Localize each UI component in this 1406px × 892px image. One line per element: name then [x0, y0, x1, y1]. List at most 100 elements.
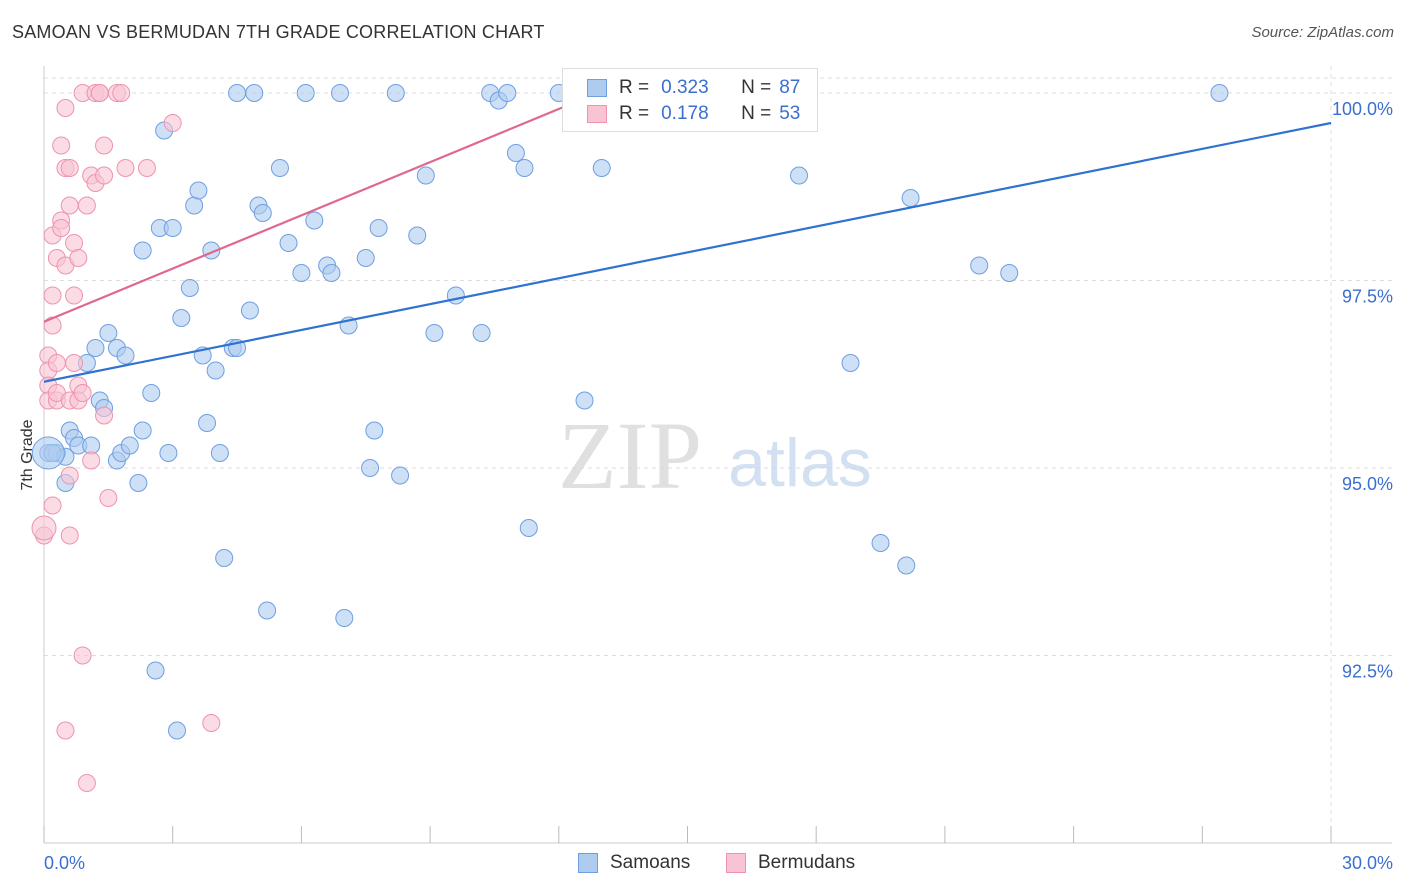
samoan-point	[305, 211, 324, 230]
samoan-trend-line	[43, 121, 1332, 383]
chart-title: SAMOAN VS BERMUDAN 7TH GRADE CORRELATION…	[12, 22, 545, 42]
y-tick-label: 100.0%	[1332, 99, 1393, 119]
samoan-point	[206, 361, 225, 380]
samoan-point	[172, 309, 191, 327]
samoan-point	[365, 421, 384, 440]
samoan-point	[82, 436, 101, 455]
series-legend: Samoans Bermudans	[0, 852, 1406, 876]
legend-swatch-bermudan	[587, 105, 607, 123]
bermudan-point	[77, 774, 96, 792]
bermudan-point	[95, 136, 114, 155]
samoan-point	[296, 84, 315, 102]
samoan-point	[270, 159, 289, 177]
x-tick-label: 0.0%	[44, 853, 85, 873]
bermudan-point	[163, 114, 182, 132]
bermudan-point	[47, 354, 66, 372]
samoan-point	[146, 661, 165, 680]
watermark-atlas: atlas	[728, 425, 872, 501]
bermudan-point	[43, 316, 62, 335]
legend-r-value: 0.178	[661, 103, 709, 124]
samoan-point	[185, 196, 204, 215]
bermudan-point	[137, 159, 156, 177]
samoan-point	[99, 324, 118, 342]
samoan-point	[790, 166, 809, 185]
y-tick-label: 97.5%	[1342, 287, 1393, 307]
legend-swatch-samoans	[578, 853, 598, 873]
bermudan-point	[95, 166, 114, 185]
bermudan-point	[60, 196, 79, 215]
legend-row-samoan: R = 0.323 N = 87	[587, 75, 800, 101]
source-label: Source: ZipAtlas.com	[1251, 24, 1394, 41]
legend-n-label: N =	[741, 77, 772, 98]
samoan-point	[133, 241, 152, 260]
samoan-point	[189, 181, 208, 200]
y-axis-label: 7th Grade	[19, 419, 36, 491]
stats-legend: R = 0.323 N = 87 R = 0.178 N = 53	[562, 68, 818, 132]
samoan-point	[116, 346, 135, 365]
samoan-point	[369, 219, 388, 237]
legend-label-bermudans: Bermudans	[758, 852, 856, 873]
bermudan-point	[65, 286, 84, 305]
bermudan-point	[52, 219, 71, 237]
legend-item-samoans[interactable]: Samoans	[578, 852, 690, 874]
samoan-point	[167, 721, 186, 740]
samoan-point	[163, 219, 182, 237]
gridlines	[44, 66, 1392, 843]
trend-lines	[43, 91, 1332, 383]
legend-r-label: R =	[619, 77, 650, 98]
legend-r-label: R =	[619, 103, 650, 124]
bermudan-point	[60, 466, 79, 485]
x-tick-label: 30.0%	[1342, 853, 1393, 873]
samoan-point	[228, 84, 247, 102]
axes	[43, 66, 1392, 844]
bermudan-point	[90, 84, 109, 102]
samoan-point	[129, 474, 148, 492]
samoan-point	[871, 534, 890, 552]
samoan-point	[180, 279, 199, 297]
samoan-point	[841, 354, 860, 372]
samoan-point	[258, 601, 277, 620]
bermudan-point	[31, 515, 57, 541]
watermark-zip: ZIP	[558, 402, 702, 509]
samoan-point	[446, 286, 465, 305]
bermudan-point	[77, 196, 96, 215]
bermudan-point	[56, 721, 75, 740]
samoan-point	[361, 459, 380, 477]
bermudan-point	[69, 249, 88, 267]
samoan-point	[322, 264, 341, 282]
bermudan-point	[52, 136, 71, 155]
samoan-point	[279, 234, 298, 252]
samoan-point	[292, 264, 311, 282]
tick-labels: 100.0% 97.5% 95.0% 92.5% 0.0% 30.0%	[44, 99, 1393, 873]
samoan-point	[198, 414, 217, 432]
legend-item-bermudans[interactable]: Bermudans	[726, 852, 855, 874]
samoan-point	[142, 384, 161, 402]
samoan-point	[215, 549, 234, 567]
samoan-point	[575, 391, 594, 410]
samoan-point	[331, 84, 350, 102]
samoan-point	[408, 226, 427, 245]
bermudan-point	[60, 159, 79, 177]
samoan-point	[86, 339, 105, 357]
samoan-point	[245, 84, 264, 102]
samoan-point	[386, 84, 405, 102]
bermudan-point	[73, 646, 92, 665]
bermudan-point	[202, 714, 221, 732]
bermudan-trend-line	[43, 91, 598, 323]
legend-swatch-samoan	[587, 79, 607, 97]
samoan-point	[133, 421, 152, 440]
legend-n-value: 87	[779, 77, 801, 98]
samoan-point	[240, 301, 259, 320]
legend-label-samoans: Samoans	[610, 852, 691, 873]
bermudan-point	[65, 234, 84, 252]
samoan-point	[1210, 84, 1229, 102]
samoan-point	[159, 444, 178, 462]
samoan-point	[515, 159, 534, 177]
legend-row-bermudan: R = 0.178 N = 53	[587, 101, 800, 127]
samoan-point	[897, 556, 916, 575]
bermudan-point	[99, 489, 118, 507]
samoan-point	[498, 84, 517, 102]
legend-n-label: N =	[741, 103, 772, 124]
y-tick-label: 95.0%	[1342, 474, 1393, 494]
